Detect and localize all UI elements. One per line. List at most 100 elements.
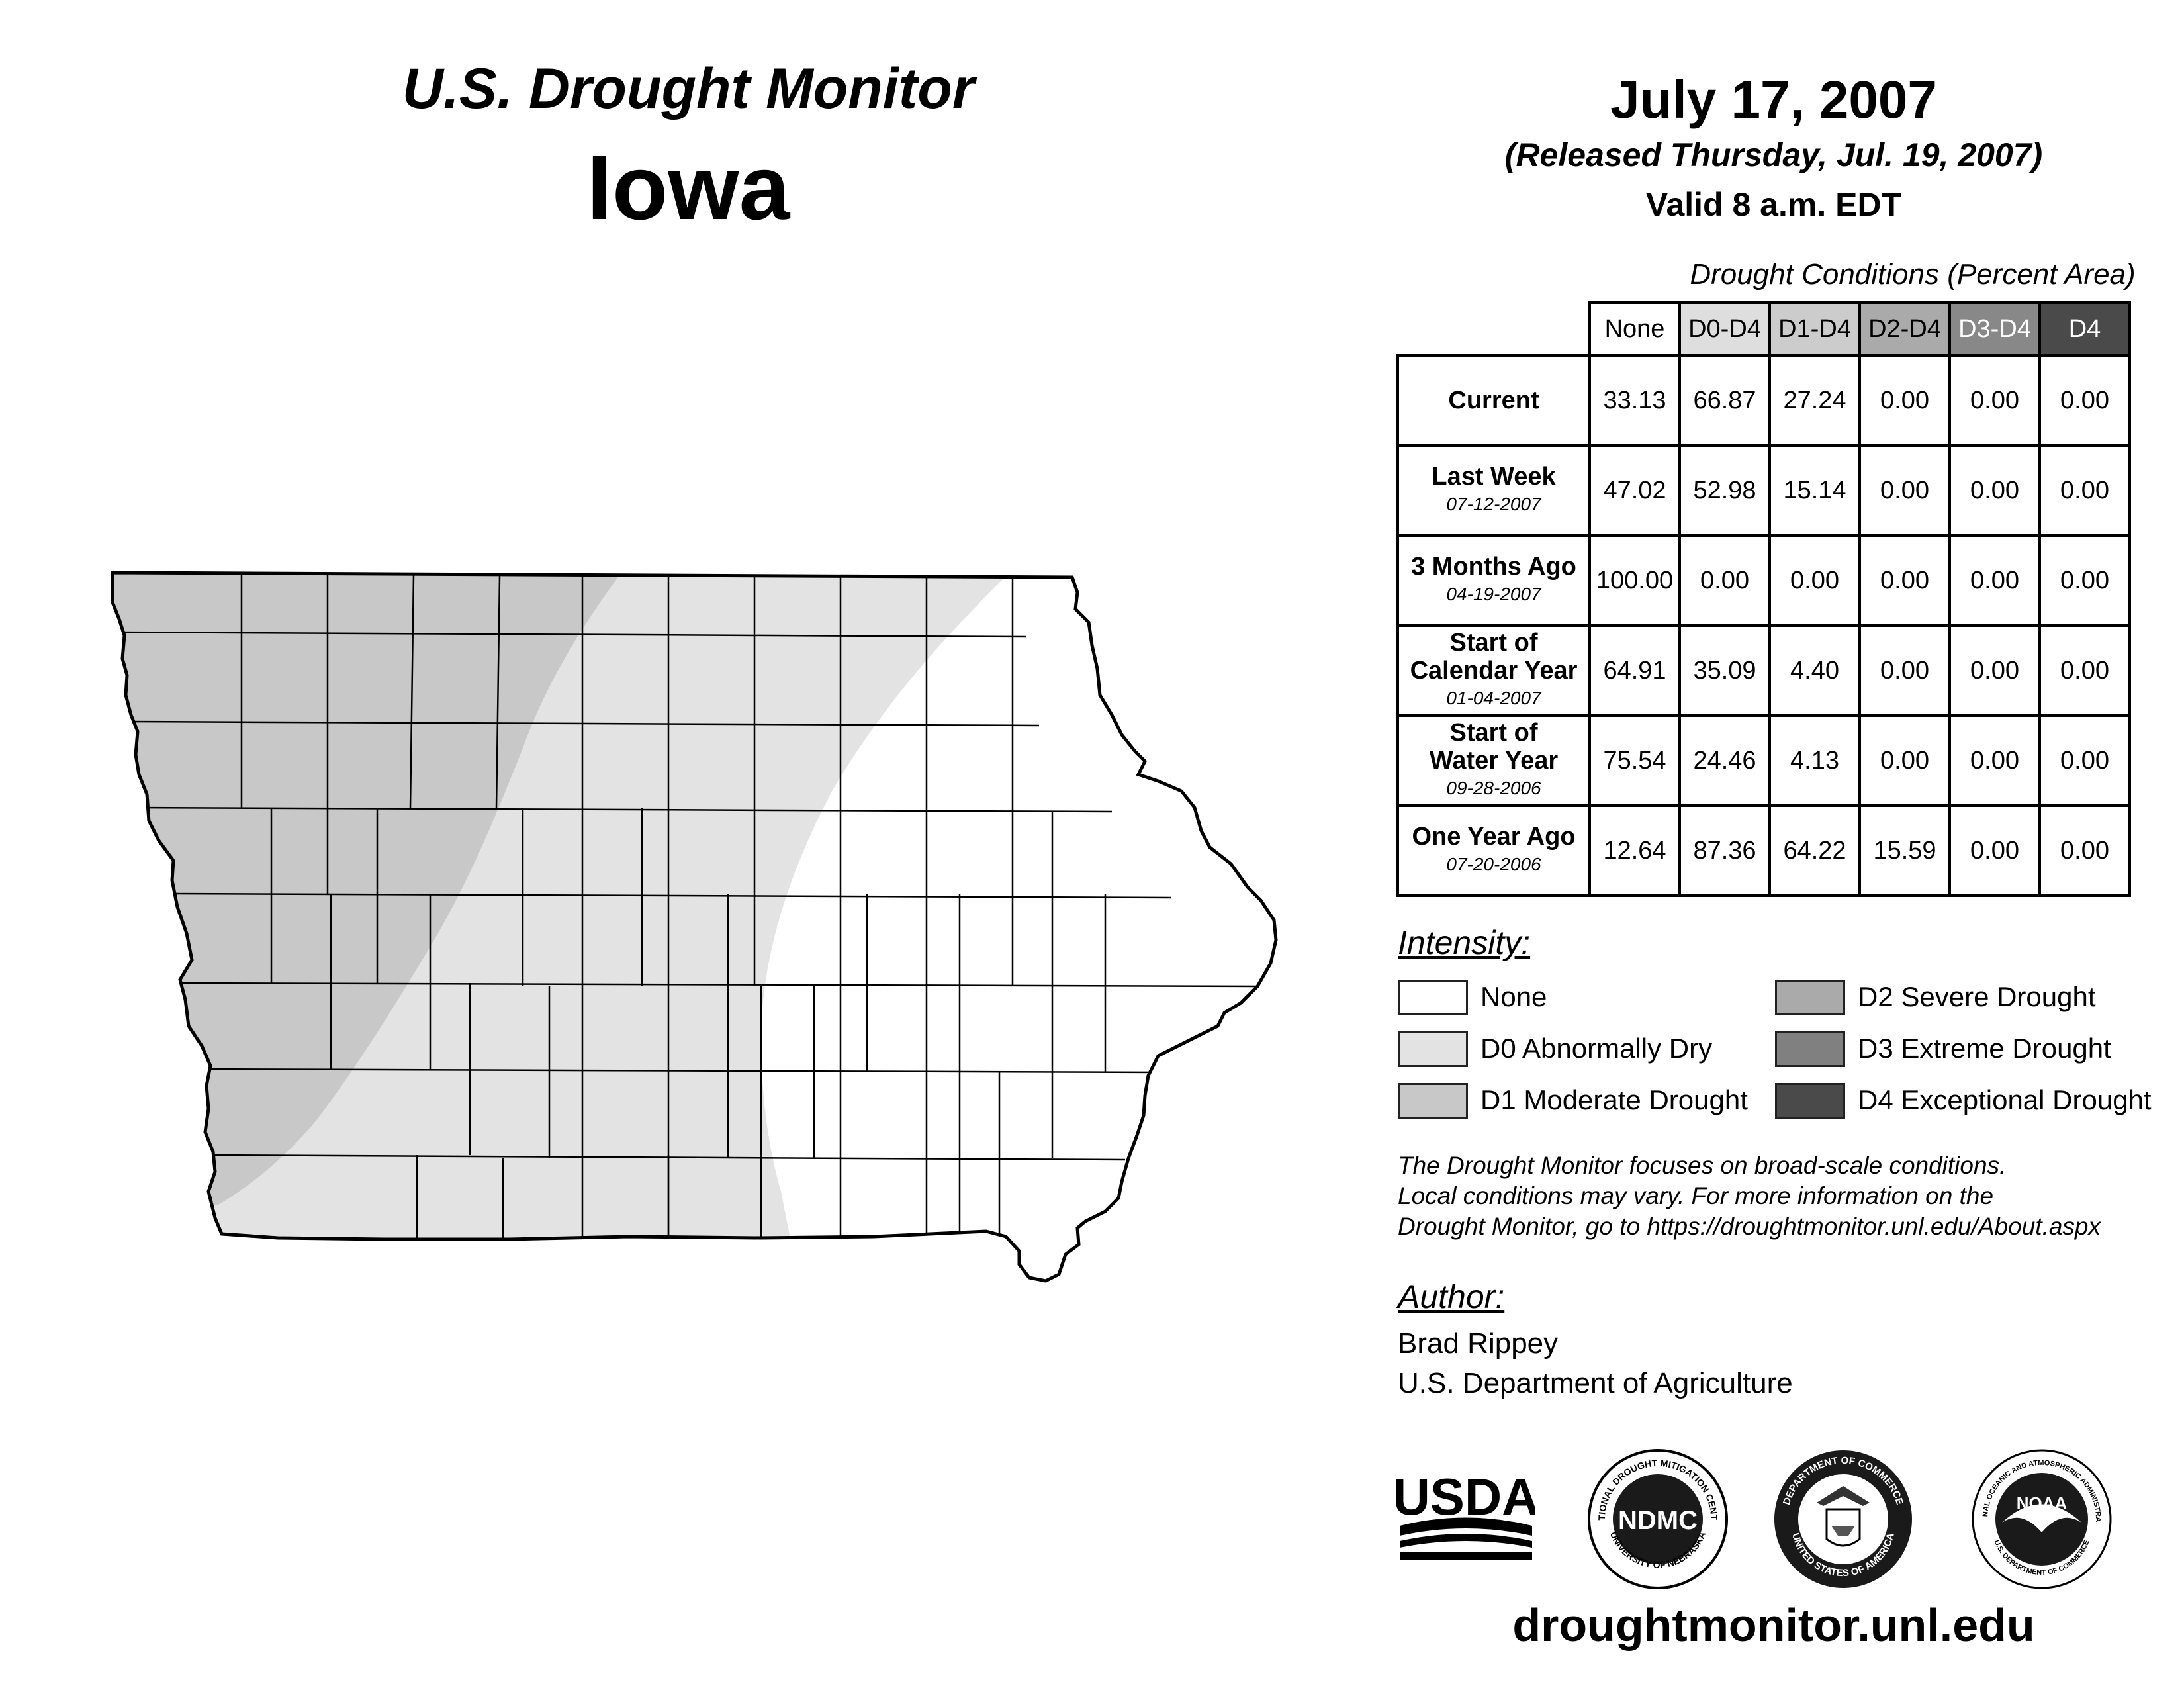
row-label-text: Start of	[1449, 719, 1538, 747]
table-cell: 52.98	[1678, 444, 1771, 537]
legend-label: D1 Moderate Drought	[1480, 1084, 1748, 1115]
table-cell: 47.02	[1588, 444, 1681, 537]
table-cell: 0.00	[1948, 354, 2041, 447]
table-cell: 33.13	[1588, 354, 1681, 447]
table-cell: 66.87	[1678, 354, 1771, 447]
table-row-3-months-ago: 3 Months Ago 04-19-2007 100.00 0.00 0.00 …	[1396, 534, 2131, 627]
table-cell: 0.00	[1858, 354, 1951, 447]
row-date: 01-04-2007	[1446, 688, 1541, 708]
col-header-d0-d4: D0-D4	[1678, 301, 1771, 357]
author-organization: U.S. Department of Agriculture	[1398, 1367, 1793, 1399]
legend-swatch	[1775, 1031, 1845, 1067]
table-cell: 64.91	[1588, 624, 1681, 717]
row-label-text: One Year Ago	[1412, 823, 1576, 851]
table-cell: 0.00	[2038, 624, 2131, 717]
website-url[interactable]: droughtmonitor.unl.edu	[1512, 1599, 2035, 1651]
table-cell: 87.36	[1678, 804, 1771, 897]
table-cell: 64.22	[1768, 804, 1861, 897]
release-date: (Released Thursday, Jul. 19, 2007)	[1504, 136, 2043, 173]
legend-swatch	[1775, 1083, 1845, 1119]
row-label-text-2: Calendar Year	[1410, 657, 1578, 684]
legend-label: D0 Abnormally Dry	[1480, 1033, 1713, 1064]
map-title: U.S. Drought Monitor	[402, 57, 975, 120]
table-cell: 0.00	[2038, 804, 2131, 897]
table-cell: 0.00	[2038, 714, 2131, 807]
table-cell: 12.64	[1588, 804, 1681, 897]
row-date: 09-28-2006	[1446, 778, 1541, 798]
table-cell: 0.00	[2038, 354, 2131, 447]
row-label-text-2: Water Year	[1429, 747, 1559, 774]
row-label: One Year Ago 07-20-2006	[1396, 804, 1591, 897]
author-heading: Author:	[1398, 1278, 1505, 1315]
table-cell: 4.40	[1768, 624, 1861, 717]
state-name: Iowa	[586, 137, 790, 239]
commerce-seal-logo: DEPARTMENT OF COMMERCE UNITED STATES OF …	[1774, 1450, 1912, 1588]
ndmc-logo: NDMC NATIONAL DROUGHT MITIGATION CENTER …	[1585, 1446, 1728, 1589]
table-row-start-water-year: Start of Water Year 09-28-2006 75.54 24.46…	[1396, 714, 2131, 807]
legend-label: None	[1480, 981, 1547, 1012]
drought-conditions-table: None D0-D4 D1-D4 D2-D4 D3-D4 D4 Current …	[1396, 301, 2131, 897]
table-row-last-week: Last Week 07-12-2007 47.02 52.98 15.14 0.…	[1396, 444, 2131, 537]
legend-title: Intensity:	[1398, 924, 1531, 961]
valid-time: Valid 8 a.m. EDT	[1645, 186, 1902, 223]
table-cell: 0.00	[1948, 444, 2041, 537]
row-date: 04-19-2007	[1446, 584, 1541, 604]
col-header-d3-d4: D3-D4	[1948, 301, 2041, 357]
row-label-text: 3 Months Ago	[1411, 553, 1576, 581]
table-row-start-calendar-year: Start of Calendar Year 01-04-2007 64.91 35…	[1396, 624, 2131, 717]
col-header-none: None	[1588, 301, 1681, 357]
table-cell: 24.46	[1678, 714, 1771, 807]
table-cell: 0.00	[1948, 624, 2041, 717]
note-line: Local conditions may vary. For more info…	[1398, 1182, 1994, 1209]
table-cell: 100.00	[1588, 534, 1681, 627]
usda-logo: USDA	[1396, 1468, 1535, 1560]
table-cell: 0.00	[2038, 444, 2131, 537]
row-label: Start of Calendar Year 01-04-2007	[1396, 624, 1591, 717]
legend-swatch	[1398, 1083, 1468, 1119]
table-cell: 0.00	[1858, 534, 1951, 627]
noaa-logo: NOAA NATIONAL OCEANIC AND ATMOSPHERIC AD…	[1969, 1446, 2112, 1589]
legend-swatch	[1775, 980, 1845, 1015]
table-cell: 4.13	[1768, 714, 1861, 807]
noaa-logo-text: NOAA	[2017, 1493, 2068, 1513]
table-cell: 75.54	[1588, 714, 1681, 807]
col-header-d4: D4	[2038, 301, 2131, 357]
table-cell: 0.00	[1858, 624, 1951, 717]
row-label: Current	[1396, 354, 1591, 447]
row-label-text: Last Week	[1432, 463, 1556, 491]
legend-label: D3 Extreme Drought	[1858, 1033, 2111, 1064]
table-cell: 0.00	[1858, 444, 1951, 537]
row-date: 07-20-2006	[1446, 854, 1541, 874]
table-row-current: Current 33.13 66.87 27.24 0.00 0.00 0.00	[1396, 354, 2131, 447]
col-header-d2-d4: D2-D4	[1858, 301, 1951, 357]
note-line: The Drought Monitor focuses on broad-sca…	[1398, 1152, 2007, 1179]
table-cell: 0.00	[1678, 534, 1771, 627]
author-name: Brad Rippey	[1398, 1327, 1559, 1360]
table-cell: 27.24	[1768, 354, 1861, 447]
ndmc-logo-text: NDMC	[1618, 1506, 1698, 1535]
map-date: July 17, 2007	[1610, 70, 1937, 129]
legend-label: D2 Severe Drought	[1858, 981, 2096, 1012]
table-cell: 35.09	[1678, 624, 1771, 717]
iowa-state-border	[111, 571, 1278, 1283]
table-cell: 15.59	[1858, 804, 1951, 897]
disclaimer-note: The Drought Monitor focuses on broad-sca…	[1398, 1150, 2184, 1242]
col-header-d1-d4: D1-D4	[1768, 301, 1861, 357]
usda-logo-text: USDA	[1396, 1468, 1535, 1526]
row-date: 07-12-2007	[1446, 494, 1541, 514]
table-header-row: None D0-D4 D1-D4 D2-D4 D3-D4 D4	[1398, 301, 2131, 357]
table-cell: 0.00	[1948, 534, 2041, 627]
legend-label: D4 Exceptional Drought	[1858, 1084, 2152, 1115]
table-cell: 0.00	[2038, 534, 2131, 627]
table-cell: 15.14	[1768, 444, 1861, 537]
table-row-one-year-ago: One Year Ago 07-20-2006 12.64 87.36 64.22…	[1396, 804, 2131, 897]
row-label: 3 Months Ago 04-19-2007	[1396, 534, 1591, 627]
iowa-drought-map	[111, 571, 1278, 1283]
row-label: Start of Water Year 09-28-2006	[1396, 714, 1591, 807]
row-label-text: Current	[1448, 387, 1539, 414]
row-label: Last Week 07-12-2007	[1396, 444, 1591, 537]
note-line: Drought Monitor, go to https://droughtmo…	[1398, 1213, 2101, 1240]
legend-swatch	[1398, 980, 1468, 1015]
row-label-text: Start of	[1449, 629, 1538, 657]
table-caption: Drought Conditions (Percent Area)	[1690, 258, 2136, 291]
